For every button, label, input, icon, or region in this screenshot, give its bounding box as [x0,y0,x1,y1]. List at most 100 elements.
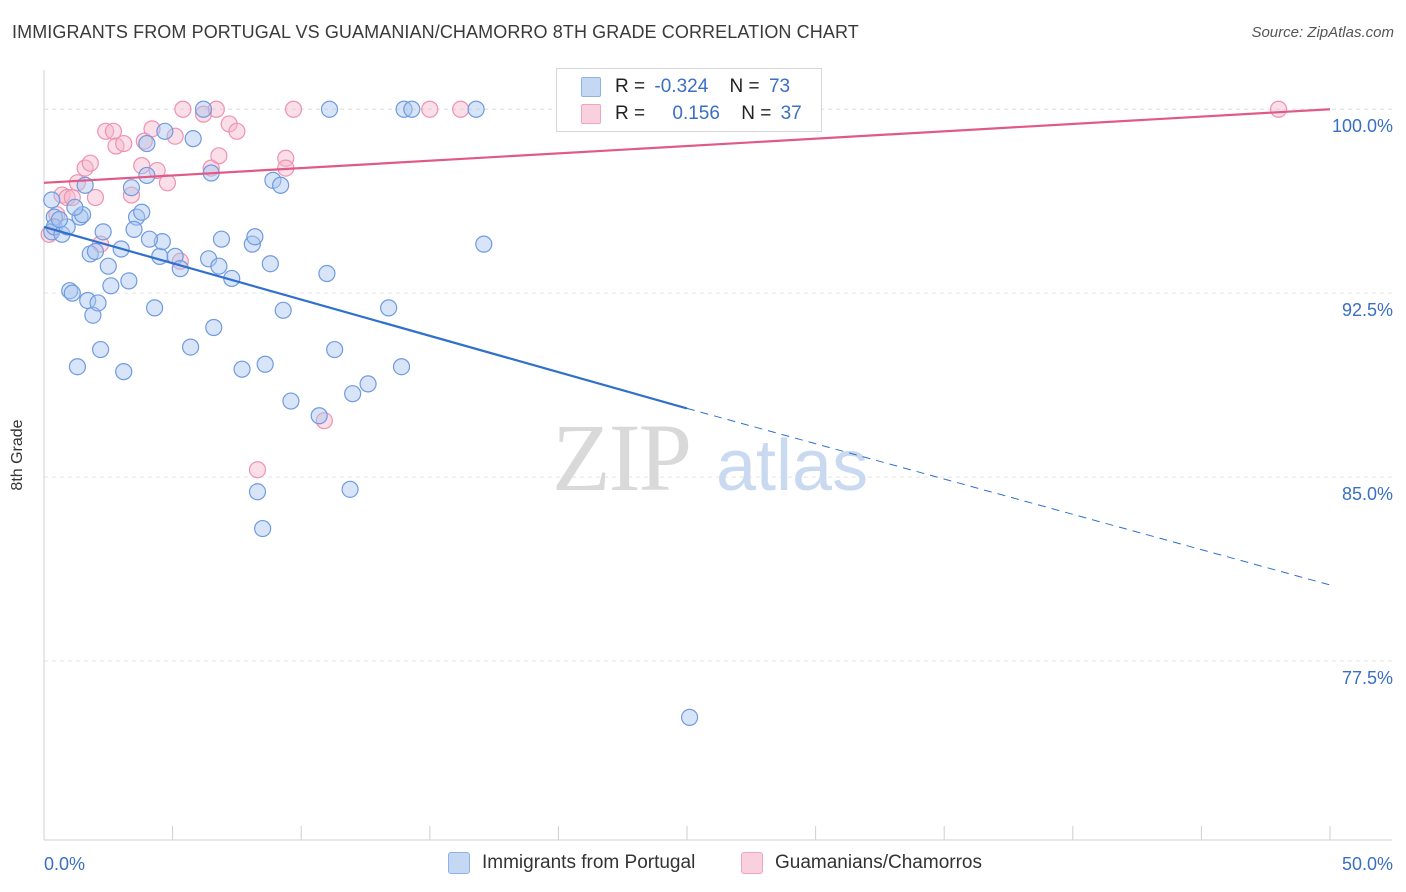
point-portugal [68,358,87,376]
point-portugal [115,363,133,381]
legend-r-label: R = [615,103,646,124]
point-portugal [194,100,213,118]
point-portugal [140,230,159,248]
point-portugal [61,282,79,300]
trend-line-guamanians [43,108,1331,184]
chart-source: Source: ZipAtlas.com [1251,24,1394,41]
point-portugal [102,277,120,295]
point-guamanians [174,100,192,118]
point-portugal [50,210,69,229]
y-tick-label: 77.5% [1342,668,1393,688]
watermark-atlas: atlas [716,426,868,506]
point-guamanians [228,122,246,140]
point-portugal [326,340,344,359]
legend-swatch-guamanians [581,104,601,124]
point-portugal [254,519,272,538]
point-portugal [318,264,336,283]
point-portugal [467,100,485,118]
trend-line-portugal [43,225,688,410]
point-portugal [99,257,117,275]
x-tick-label-min: 0.0% [44,854,85,874]
legend-n-value-portugal: 73 [768,76,791,97]
point-guamanians [1269,100,1288,118]
legend-swatch-portugal [581,77,601,97]
point-guamanians [76,159,94,177]
tick-labels: 100.0% 92.5% 85.0% 77.5% 0.0% 50.0% [44,116,1393,874]
point-portugal [145,299,164,317]
point-guamanians [104,122,123,140]
legend-r-value-guamanians: 0.156 [672,103,720,124]
point-portugal [359,375,377,393]
legend-n-value-guamanians: 37 [780,103,802,124]
point-portugal [282,392,300,410]
point-guamanians [210,147,228,165]
legend-r-label: R = [615,76,646,97]
point-guamanians [135,132,153,150]
y-tick-label: 85.0% [1342,484,1393,504]
point-guamanians [277,149,295,167]
point-guamanians [86,188,105,207]
point-portugal [310,407,328,425]
point-guamanians [315,412,333,430]
point-portugal [89,294,107,312]
point-guamanians [194,105,213,123]
x-tick-label-max: 50.0% [1342,854,1393,874]
trend-lines [43,108,1331,586]
point-portugal [120,272,138,290]
point-portugal [380,299,398,317]
point-portugal [320,100,339,118]
point-portugal [125,220,143,238]
point-guamanians [284,100,303,118]
point-portugal [344,385,362,403]
point-guamanians [148,161,166,180]
point-portugal [256,355,274,373]
chart-title: IMMIGRANTS FROM PORTUGAL VS GUAMANIAN/CH… [12,22,859,42]
legend-r-value-portugal: -0.324 [654,76,709,97]
point-portugal [272,176,290,194]
point-portugal [86,242,105,261]
point-portugal [184,130,202,148]
point-guamanians [122,186,141,204]
bottom-legend-label-portugal: Immigrants from Portugal [482,852,696,873]
point-portugal [261,255,279,273]
point-portugal [133,203,151,221]
point-portugal [138,134,156,153]
point-portugal [248,483,267,501]
point-guamanians [133,157,151,175]
bottom-legend-guamanians: Guamanians/Chamorros [741,852,982,874]
point-portugal [94,223,112,241]
point-portugal [182,338,200,356]
point-portugal [66,198,84,216]
point-portugal [156,122,174,140]
point-guamanians [421,100,439,118]
y-tick-label: 100.0% [1332,116,1393,136]
point-portugal [91,340,110,359]
point-portugal [212,230,231,248]
point-guamanians [166,127,184,145]
legend-n-label: N = [729,76,760,97]
point-portugal [63,284,81,302]
point-guamanians [452,100,470,118]
y-tick-label: 92.5% [1342,300,1393,320]
point-portugal [680,708,699,726]
point-portugal [205,318,223,337]
point-portugal [233,360,251,378]
point-portugal [246,228,264,246]
point-portugal [274,301,292,319]
point-portugal [122,179,141,197]
bottom-legend-portugal: Immigrants from Portugal [448,852,695,874]
gridlines [44,108,1392,662]
point-portugal [153,233,171,251]
bottom-legend-label-guamanians: Guamanians/Chamorros [775,852,982,873]
point-guamanians [248,461,267,479]
series-portugal-points [43,100,699,726]
bottom-legend-swatch-guamanians [741,852,763,874]
watermark: ZIP atlas [552,404,868,511]
correlation-legend: R = -0.324 N = 73 R = 0.156 N = 37 [556,68,822,132]
point-portugal [210,257,228,275]
point-portugal [43,191,61,209]
point-guamanians [115,134,133,153]
legend-n-label: N = [741,103,772,124]
bottom-legend-swatch-portugal [448,852,470,874]
